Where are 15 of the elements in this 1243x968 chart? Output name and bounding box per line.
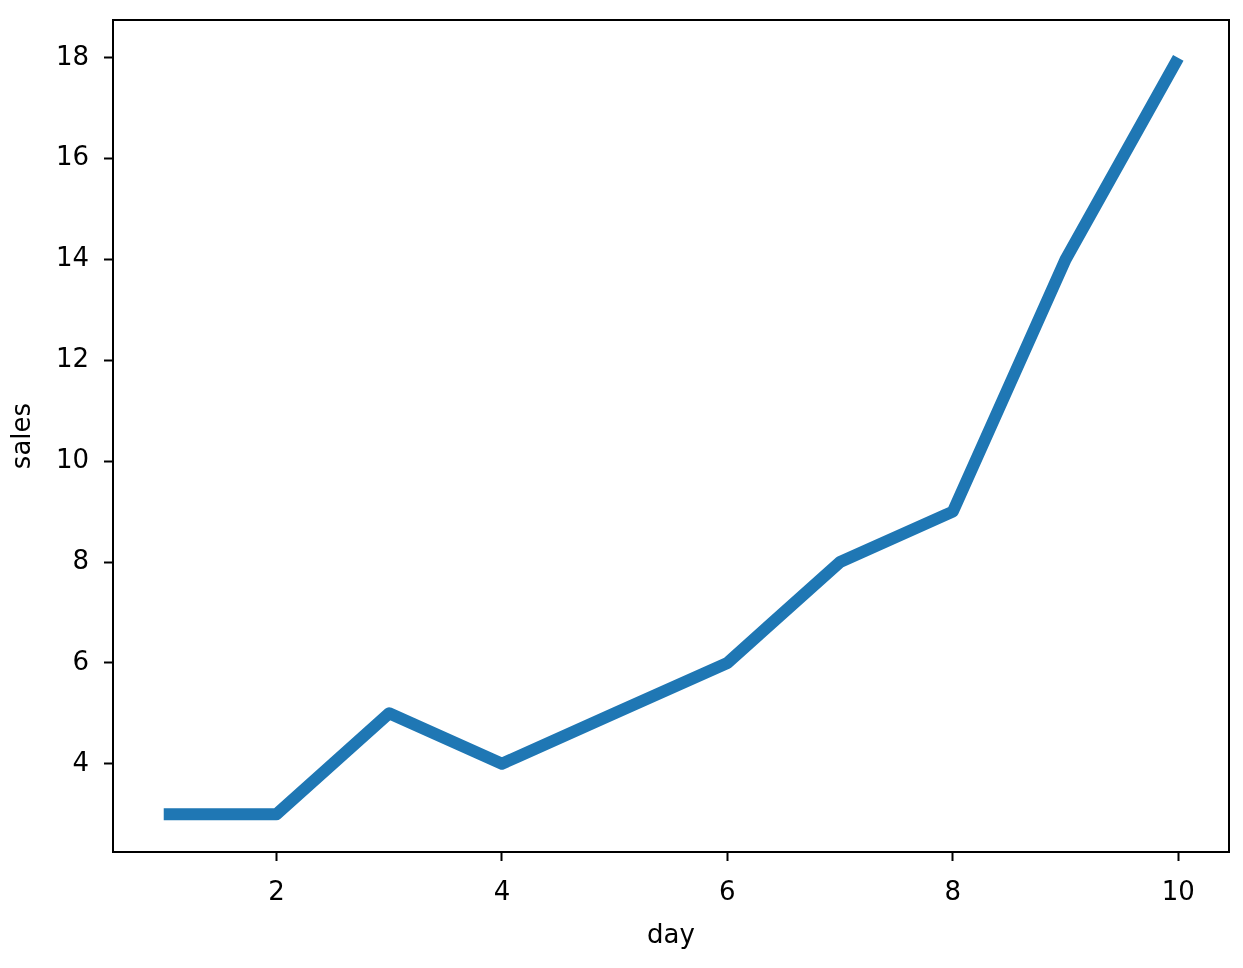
x-tick-label: 10 <box>1161 876 1195 907</box>
x-axis-title: day <box>647 919 695 950</box>
x-tick-label: 8 <box>944 876 962 907</box>
y-tick-label: 6 <box>72 645 89 676</box>
y-tick-label: 8 <box>72 544 89 575</box>
y-tick-label: 16 <box>55 141 89 172</box>
y-tick-label: 4 <box>72 746 89 777</box>
y-tick-label: 18 <box>55 40 89 71</box>
x-tick-label: 6 <box>719 876 736 907</box>
x-tick-label: 4 <box>493 876 511 907</box>
y-tick-label: 12 <box>55 343 89 374</box>
y-axis-title: sales <box>6 402 37 470</box>
x-tick-label: 2 <box>268 876 285 907</box>
y-tick-label: 14 <box>55 242 89 273</box>
y-tick-label: 10 <box>55 443 89 474</box>
